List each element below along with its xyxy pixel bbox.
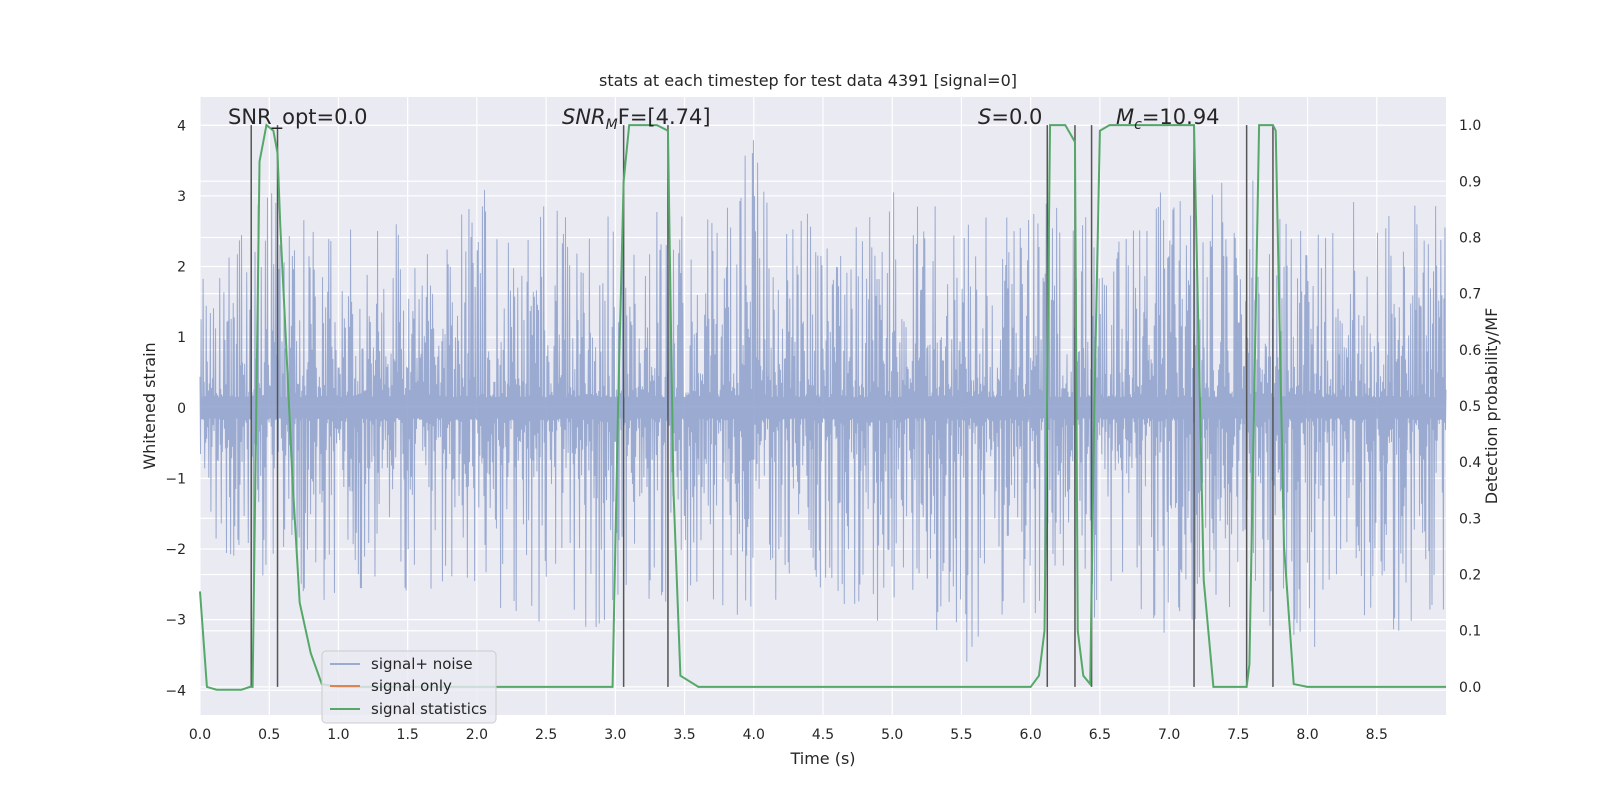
annotation-snr-opt: SNR_opt=0.0	[228, 105, 368, 130]
right-y-tick-label-8: 0.8	[1459, 230, 1481, 246]
legend-label-signal-statistics: signal statistics	[371, 700, 487, 718]
snr-mf-main: SNR	[562, 105, 606, 129]
x-tick-label-5: 2.5	[535, 727, 557, 743]
signal-statistics-line	[199, 123, 1446, 691]
right-y-tick-label-10: 1.0	[1459, 118, 1481, 134]
right-y-tick-label-3: 0.3	[1459, 511, 1481, 527]
x-tick-label-2: 1.0	[327, 727, 349, 743]
s-main: S	[978, 105, 991, 129]
x-tick-label-6: 3.0	[604, 727, 626, 743]
annotation-mc: Mc=10.94	[1116, 105, 1220, 133]
signal-plus-noise-trace	[199, 140, 1447, 662]
right-y-tick-label-6: 0.6	[1459, 343, 1481, 359]
x-tick-label-12: 6.0	[1020, 727, 1042, 743]
x-tick-labels: 0.0 0.5 1.0 1.5 2.0 2.5 3.0 3.5 4.0 4.5 5.0 5.5 6.0 6…	[189, 727, 1388, 743]
mc-main: M	[1116, 105, 1134, 129]
annotation-snr-mf: SNRMF=[4.74]	[562, 105, 711, 133]
left-y-tick-label-7: 3	[177, 189, 186, 205]
legend-label-signal-noise: signal+ noise	[371, 655, 473, 673]
right-y-tick-labels: 0.0 0.1 0.2 0.3 0.4 0.5 0.6 0.7 0.8 0.9 1.0	[1459, 118, 1481, 696]
x-tick-label-10: 5.0	[881, 727, 903, 743]
mc-sub: c	[1134, 117, 1142, 133]
legend-box	[321, 650, 497, 724]
snr-mf-sub: M	[606, 117, 618, 133]
left-y-tick-label-8: 4	[177, 118, 186, 134]
left-y-tick-labels: −4 −3 −2 −1 0 1 2 3 4	[165, 118, 186, 699]
annotation-s: S=0.0	[978, 105, 1042, 129]
left-y-tick-label-6: 2	[177, 260, 186, 276]
left-y-tick-label-2: −2	[165, 542, 186, 558]
x-tick-label-17: 8.5	[1366, 727, 1388, 743]
left-y-tick-label-5: 1	[177, 330, 186, 346]
left-y-tick-label-0: −4	[165, 683, 186, 699]
signal-plus-noise-series	[199, 140, 1447, 662]
left-y-tick-label-3: −1	[165, 471, 186, 487]
right-y-tick-label-7: 0.7	[1459, 287, 1481, 303]
left-y-axis-label: Whitened strain	[140, 342, 159, 469]
x-tick-label-3: 1.5	[397, 727, 419, 743]
right-y-tick-label-1: 0.1	[1459, 624, 1481, 640]
right-y-tick-label-9: 0.9	[1459, 174, 1481, 190]
x-tick-label-11: 5.5	[950, 727, 972, 743]
right-y-tick-label-4: 0.4	[1459, 455, 1481, 471]
x-tick-label-9: 4.5	[812, 727, 834, 743]
x-tick-label-8: 4.0	[743, 727, 765, 743]
x-tick-label-13: 6.5	[1089, 727, 1111, 743]
chart-title: stats at each timestep for test data 439…	[599, 71, 1017, 90]
legend-label-signal-only: signal only	[371, 677, 452, 695]
x-tick-label-16: 8.0	[1296, 727, 1318, 743]
x-tick-label-0: 0.0	[189, 727, 211, 743]
x-tick-label-15: 7.5	[1227, 727, 1249, 743]
right-y-tick-label-5: 0.5	[1459, 399, 1481, 415]
legend: signal+ noise signal only signal statist…	[321, 650, 497, 724]
x-tick-label-1: 0.5	[258, 727, 280, 743]
right-y-tick-label-0: 0.0	[1459, 680, 1481, 696]
x-axis-label: Time (s)	[789, 749, 855, 768]
left-y-tick-label-1: −3	[165, 613, 186, 629]
right-y-tick-label-2: 0.2	[1459, 568, 1481, 584]
mc-rest: =10.94	[1142, 105, 1220, 129]
s-rest: =0.0	[991, 105, 1042, 129]
x-tick-label-4: 2.0	[466, 727, 488, 743]
x-tick-label-7: 3.5	[673, 727, 695, 743]
snr-mf-rest: F=[4.74]	[618, 105, 711, 129]
left-y-tick-label-4: 0	[177, 401, 186, 417]
x-tick-label-14: 7.0	[1158, 727, 1180, 743]
right-y-axis-label: Detection probability/MF	[1482, 308, 1501, 505]
